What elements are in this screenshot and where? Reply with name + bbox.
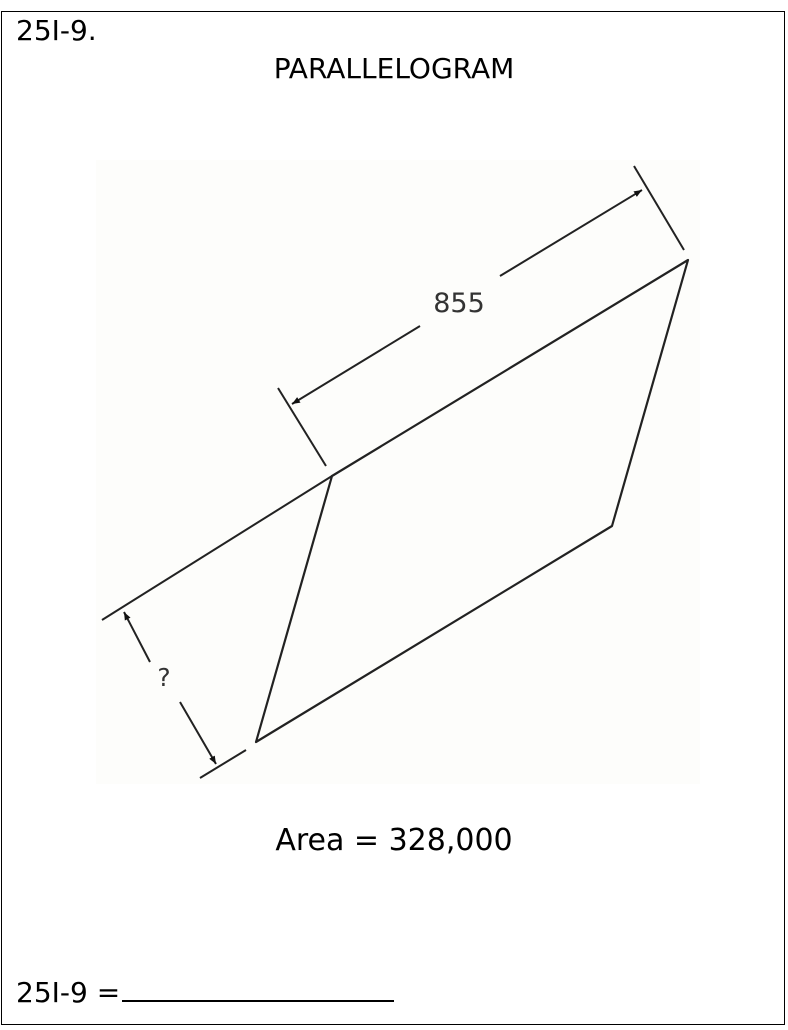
height-reference-line xyxy=(101,475,333,621)
area-statement: Area = 328,000 xyxy=(275,823,513,858)
figure-title: PARALLELOGRAM xyxy=(273,52,515,85)
answer-row: 25I-9 = xyxy=(16,972,395,1009)
parallelogram-figure: 855 ? xyxy=(96,160,700,784)
worksheet-frame xyxy=(1,11,785,1025)
problem-number: 25I-9. xyxy=(16,14,97,47)
height-label: ? xyxy=(157,663,170,692)
height-dimension-arrow-bottom xyxy=(179,701,217,765)
base-label: 855 xyxy=(433,288,485,319)
answer-prompt: 25I-9 = xyxy=(16,976,121,1009)
parallelogram-shape xyxy=(254,258,690,744)
answer-blank[interactable] xyxy=(122,972,395,1002)
base-extension-right xyxy=(633,165,685,251)
base-extension-left xyxy=(277,387,327,467)
height-extension-bottom xyxy=(199,749,247,779)
figure-background xyxy=(96,160,700,784)
base-dimension-arrow-right xyxy=(499,189,643,277)
base-dimension-arrow-left xyxy=(291,325,421,405)
height-dimension-arrow-top xyxy=(123,611,151,663)
